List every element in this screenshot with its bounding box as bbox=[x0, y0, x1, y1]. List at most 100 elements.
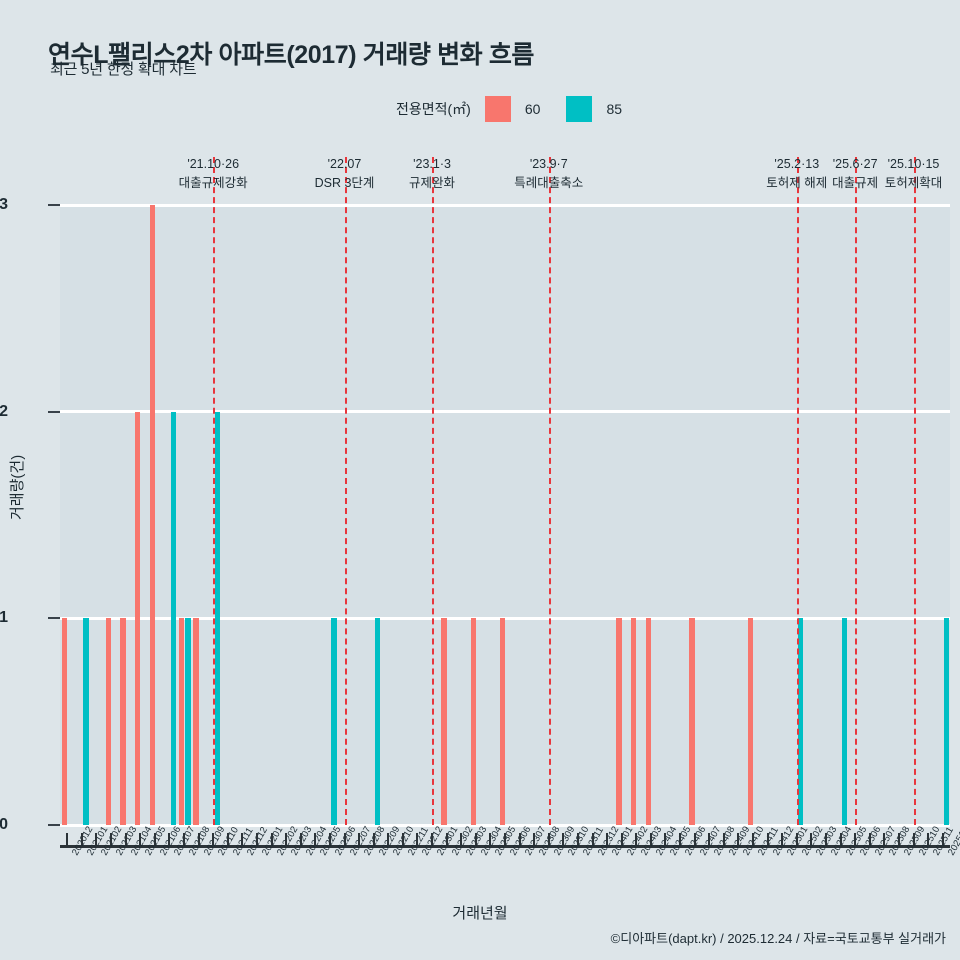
legend-item-60[interactable]: 60 bbox=[484, 96, 567, 122]
x-tick-mark bbox=[431, 833, 434, 845]
y-axis-title: 거래량(건) bbox=[9, 454, 26, 520]
bar[interactable] bbox=[798, 618, 804, 825]
bar[interactable] bbox=[193, 618, 199, 825]
legend-label-85: 85 bbox=[606, 101, 623, 117]
annotation-text: 대출규제 bbox=[832, 176, 879, 191]
annotation-label: '23.1·3 규제완화 bbox=[409, 155, 455, 194]
x-tick-mark bbox=[212, 833, 215, 845]
bar[interactable] bbox=[83, 618, 89, 825]
x-tick-mark bbox=[66, 833, 69, 845]
bar[interactable] bbox=[631, 618, 637, 825]
bar[interactable] bbox=[747, 618, 753, 825]
bar[interactable] bbox=[105, 618, 112, 825]
x-tick-mark bbox=[576, 833, 579, 845]
bar[interactable] bbox=[214, 411, 220, 825]
x-tick-mark bbox=[518, 833, 521, 845]
annotation-text: 토허제확대 bbox=[884, 176, 943, 191]
x-tick-mark bbox=[460, 833, 463, 845]
x-tick-mark bbox=[358, 833, 361, 845]
x-tick-mark bbox=[401, 833, 404, 845]
legend-swatch-60 bbox=[484, 96, 511, 122]
bar[interactable] bbox=[499, 618, 505, 825]
x-tick-mark bbox=[649, 833, 652, 845]
footer-credit: ©디아파트(dapt.kr) / 2025.12.24 / 자료=국토교통부 실… bbox=[610, 931, 946, 946]
x-tick-mark bbox=[387, 833, 390, 845]
annotation-text: 규제완화 bbox=[409, 176, 456, 191]
annotation-line bbox=[796, 157, 799, 825]
bar[interactable] bbox=[170, 411, 177, 825]
bar[interactable] bbox=[689, 618, 695, 825]
x-tick-mark bbox=[314, 833, 317, 845]
x-tick-mark bbox=[95, 833, 98, 845]
annotation-label: '21.10·26 대출규제강화 bbox=[179, 155, 248, 194]
x-tick-mark bbox=[620, 833, 623, 845]
bar[interactable] bbox=[135, 411, 141, 825]
x-tick-mark bbox=[80, 833, 83, 845]
x-tick-mark bbox=[343, 833, 346, 845]
annotation-text: 대출규제강화 bbox=[178, 176, 248, 191]
legend-item-85[interactable]: 85 bbox=[566, 96, 648, 122]
annotation-line bbox=[432, 157, 435, 825]
y-tick-label: 1 bbox=[0, 609, 8, 627]
x-tick-mark bbox=[737, 833, 740, 845]
bar[interactable] bbox=[441, 618, 447, 825]
annotation-line bbox=[855, 157, 858, 825]
bar[interactable] bbox=[616, 618, 622, 825]
x-tick-mark bbox=[197, 833, 200, 845]
y-tick-mark bbox=[48, 410, 60, 413]
x-tick-mark bbox=[693, 833, 696, 845]
x-tick-mark bbox=[285, 833, 288, 845]
plot-area bbox=[60, 157, 950, 827]
annotation-date: '25.6·27 bbox=[832, 157, 878, 171]
x-tick-mark bbox=[912, 833, 915, 845]
x-tick-mark bbox=[708, 833, 711, 845]
x-tick-mark bbox=[766, 833, 769, 845]
x-tick-mark bbox=[445, 833, 448, 845]
x-tick-mark bbox=[810, 833, 813, 845]
x-tick-mark bbox=[183, 833, 186, 845]
y-tick-label: 2 bbox=[0, 402, 8, 420]
x-tick-mark bbox=[270, 833, 273, 845]
annotation-line bbox=[344, 157, 347, 825]
gridline bbox=[60, 203, 950, 207]
x-tick-mark bbox=[591, 833, 594, 845]
legend-title: 전용면적(㎡) bbox=[396, 101, 471, 117]
gridline bbox=[60, 823, 950, 827]
bar[interactable] bbox=[149, 205, 155, 825]
bar[interactable] bbox=[331, 618, 337, 825]
bar[interactable] bbox=[120, 618, 126, 825]
gridline bbox=[60, 616, 950, 620]
x-tick-mark bbox=[124, 833, 127, 845]
annotation-text: 특례대출축소 bbox=[514, 176, 584, 191]
bar[interactable] bbox=[470, 618, 476, 825]
bar[interactable] bbox=[645, 618, 651, 825]
x-tick-mark bbox=[897, 833, 900, 845]
annotation-date: '21.10·26 bbox=[187, 157, 240, 171]
annotation-label: '25.10·15 토허제확대 bbox=[885, 155, 943, 194]
x-tick-mark bbox=[824, 833, 827, 845]
bar[interactable] bbox=[62, 618, 68, 825]
x-tick-mark bbox=[255, 833, 258, 845]
x-tick-mark bbox=[241, 833, 244, 845]
annotation-line bbox=[548, 157, 551, 825]
x-tick-mark bbox=[635, 833, 638, 845]
annotation-date: '25.10·15 bbox=[887, 157, 940, 171]
bar[interactable] bbox=[375, 618, 381, 825]
x-tick-mark bbox=[372, 833, 375, 845]
x-tick-mark bbox=[795, 833, 798, 845]
annotation-date: '22.07 bbox=[327, 157, 362, 171]
bar[interactable] bbox=[842, 618, 848, 825]
bar[interactable] bbox=[185, 618, 191, 825]
x-tick-mark bbox=[941, 833, 944, 845]
annotation-label: '23.9·7 특례대출축소 bbox=[514, 155, 583, 194]
bar[interactable] bbox=[944, 618, 950, 825]
x-tick-mark bbox=[606, 833, 609, 845]
annotation-date: '25.2·13 bbox=[774, 157, 820, 171]
y-tick-label: 3 bbox=[0, 196, 8, 213]
x-tick-mark bbox=[489, 833, 492, 845]
annotation-label: '22.07 DSR 3단계 bbox=[315, 155, 375, 194]
legend-swatch-85 bbox=[566, 96, 593, 122]
bar[interactable] bbox=[178, 618, 184, 825]
chart-legend: 전용면적(㎡) 60 85 bbox=[396, 96, 648, 122]
annotation-label: '25.6·27 대출규제 bbox=[832, 155, 878, 194]
